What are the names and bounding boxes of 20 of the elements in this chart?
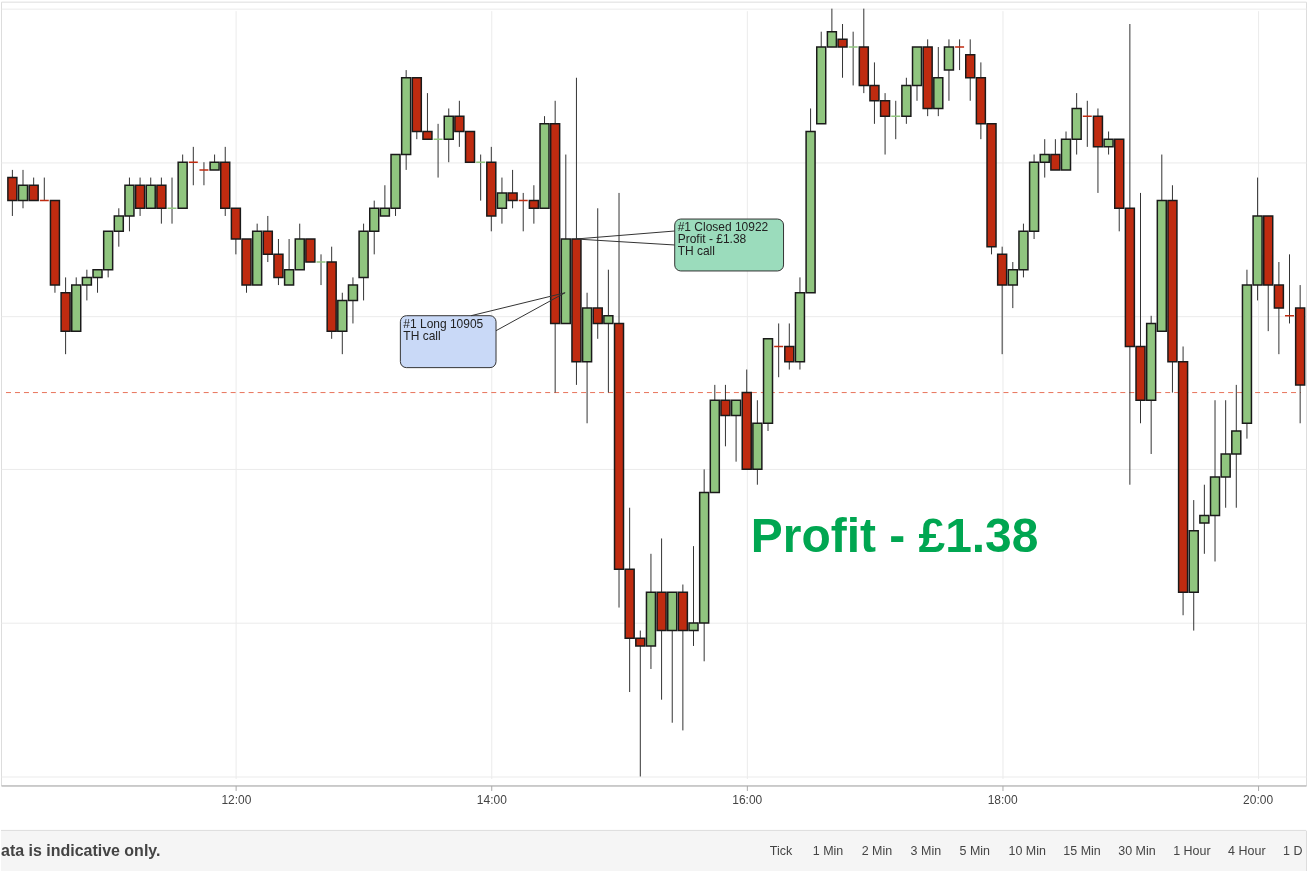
text: Tick bbox=[769, 844, 793, 859]
text: 1 Hour bbox=[1173, 844, 1211, 859]
annotation: #1 Long 10905 TH call bbox=[403, 316, 484, 343]
x-tick-label: 20:00 bbox=[1243, 792, 1274, 807]
text: 5 Min bbox=[959, 844, 991, 859]
text: 4 Hour bbox=[1228, 844, 1266, 859]
x-tick-label: 16:00 bbox=[732, 792, 763, 807]
x-tick-label: 14:00 bbox=[476, 792, 508, 807]
text: 1 Min bbox=[812, 844, 844, 859]
text: ata is indicative only. bbox=[1, 842, 161, 860]
text: 2 Min bbox=[861, 844, 893, 859]
text: 3 Min bbox=[910, 844, 942, 859]
annotation: Profit - £1.38 bbox=[750, 508, 1039, 562]
text: 10 Min bbox=[1008, 844, 1046, 859]
text: 30 Min bbox=[1118, 844, 1156, 859]
text: 15 Min bbox=[1063, 844, 1101, 859]
x-tick-label: 18:00 bbox=[987, 792, 1018, 807]
text: 1 D bbox=[1283, 844, 1303, 859]
x-tick-label: 12:00 bbox=[221, 792, 252, 807]
annotation: #1 Closed 10922 Profit - £1.38 TH call bbox=[677, 220, 769, 258]
